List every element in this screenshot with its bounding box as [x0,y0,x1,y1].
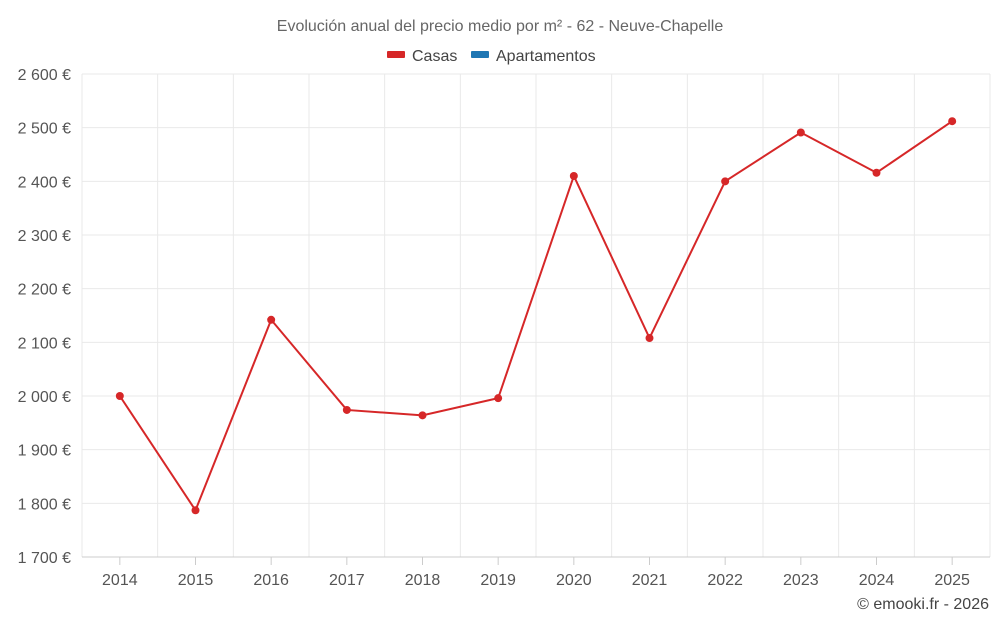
data-point-casas[interactable] [796,128,805,137]
y-tick-label: 2 000 € [18,389,71,406]
x-axis: 2014 2015 2016 2017 2018 2019 2020 2021 2022 2023… [82,556,990,589]
y-axis: 1 700 € 1 800 € 1 900 € 2 000 € 2 100 € 2 200… [18,67,71,567]
x-tick-label: 2015 [178,572,214,589]
data-point-casas[interactable] [342,405,351,414]
x-tick-label: 2022 [707,572,743,589]
x-tick-label: 2023 [783,572,819,589]
y-tick-label: 2 200 € [18,282,71,299]
data-point-casas[interactable] [418,411,427,420]
y-tick-label: 2 500 € [18,121,71,138]
chart-title: Evolución anual del precio medio por m² … [277,18,724,35]
legend-label-casas: Casas [412,48,457,65]
legend-item-casas[interactable]: Casas [387,48,457,65]
data-point-casas[interactable] [494,394,503,403]
series-layer [115,117,957,515]
y-tick-label: 1 800 € [18,496,71,513]
x-tick-label: 2019 [480,572,516,589]
x-tick-label: 2024 [859,572,895,589]
x-tick-label: 2018 [405,572,441,589]
y-tick-label: 2 600 € [18,67,71,84]
y-tick-label: 2 400 € [18,174,71,191]
x-tick-label: 2025 [934,572,970,589]
data-point-casas[interactable] [872,168,881,177]
data-point-casas[interactable] [115,392,124,400]
data-point-casas[interactable] [267,315,276,324]
data-point-casas[interactable] [191,506,200,515]
data-point-casas[interactable] [721,177,730,186]
x-tick-label: 2014 [102,572,138,589]
legend-item-apartamentos[interactable]: Apartamentos [471,48,596,65]
series-line-casas [118,120,953,513]
x-tick-label: 2017 [329,572,365,589]
y-tick-label: 2 300 € [18,228,71,245]
y-tick-label: 1 700 € [18,550,71,567]
legend-swatch-casas [387,51,405,58]
data-point-casas[interactable] [645,334,654,343]
legend-swatch-apartamentos [471,51,489,58]
y-tick-label: 1 900 € [18,443,71,460]
data-point-casas[interactable] [948,117,957,126]
grid [81,73,991,558]
y-tick-label: 2 100 € [18,335,71,352]
legend-label-apartamentos: Apartamentos [496,48,596,65]
x-tick-label: 2021 [632,572,668,589]
x-tick-label: 2016 [253,572,289,589]
data-point-casas[interactable] [569,171,578,180]
x-tick-label: 2020 [556,572,592,589]
credit-text: © emooki.fr - 2026 [857,596,989,613]
chart-legend: Casas Apartamentos [387,48,596,65]
